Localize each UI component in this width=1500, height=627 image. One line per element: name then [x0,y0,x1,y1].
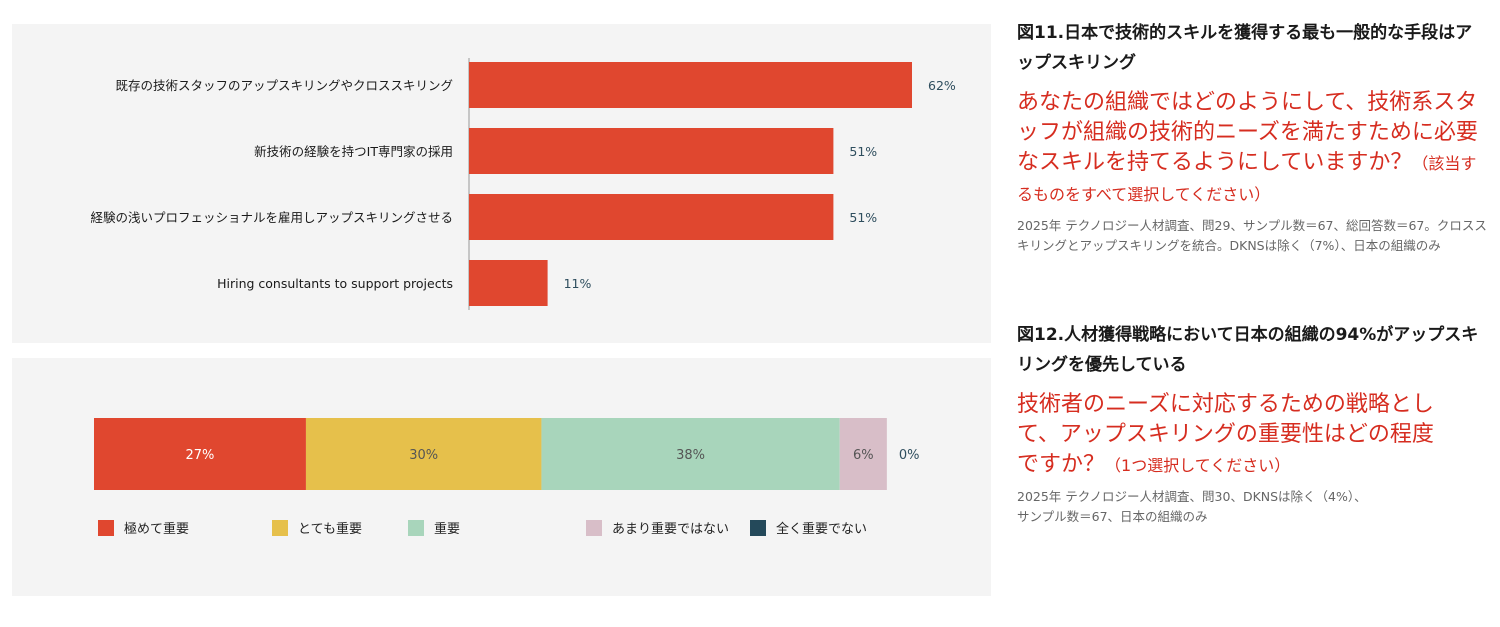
data-label: 27% [186,448,215,463]
data-label: 51% [849,144,877,159]
category-label: 新技術の経験を持つIT専門家の採用 [254,144,453,159]
bar-chart-skill-acquisition: 既存の技術スタッフのアップスキリングやクロススキリング 62% 新技術の経験を持つI… [90,58,956,310]
figure-11-title: 図11.日本で技術的スキルを獲得する最も一般的な手段はアップスキリング [1017,23,1473,73]
figure-11-question: あなたの組織ではどのようにして、技術系スタッフが組織の技術的ニーズを満たすために… [1017,88,1487,210]
bar [469,194,834,240]
legend-label: 全く重要でない [776,522,868,537]
figure-11-source-note: 2025年 テクノロジー人材調査、問29、サンプル数＝67、総回答数＝67。クロ… [1017,218,1487,253]
legend-label: 極めて重要 [124,522,190,537]
figure-11-question-text: あなたの組織ではどのようにして、技術系スタッフが組織の技術的ニーズを満たすために… [1017,90,1478,175]
legend-swatch [750,519,766,536]
stacked-segment [541,418,840,490]
chart-legend: 極めて重要 とても重要 重要 あまり重要ではない 全く重要でない [98,518,978,542]
legend-label: 重要 [434,522,461,537]
legend-swatch [586,519,602,536]
legend-item-very-important: 極めて重要 [98,518,189,537]
legend-item-quite-important: とても重要 [272,518,362,537]
figure-11-caption: 図11.日本で技術的スキルを獲得する最も一般的な手段はアップスキリング あなたの… [1017,18,1487,256]
legend-swatch [408,519,424,536]
stacked-segment [839,418,887,490]
legend-item-not-important-at-all: 全く重要でない [750,518,867,537]
category-label: 経験の浅いプロフェッショナルを雇用しアップスキリングさせる [90,210,453,225]
chart-panel-skill-acquisition: 既存の技術スタッフのアップスキリングやクロススキリング 62% 新技術の経験を持つI… [12,24,991,343]
bar [469,62,912,108]
figure-12-question-note: （1つ選択してください） [1105,456,1291,475]
category-label: 既存の技術スタッフのアップスキリングやクロススキリング [115,78,453,93]
data-label: 0% [899,448,920,463]
data-label: 38% [676,448,705,463]
stacked-bar-upskilling-importance: 27% 30% 38% 6% 0% [94,418,920,490]
legend-item-important: 重要 [408,518,460,537]
figure-11-question-note: （該当するものをすべて選択してください） [1017,154,1477,204]
data-label: 11% [564,276,592,291]
stacked-segment [94,418,306,490]
data-label: 62% [928,78,956,93]
category-label: Hiring consultants to support projects [217,276,453,291]
stacked-segment [305,418,542,490]
legend-label: あまり重要ではない [612,522,730,537]
chart-panel-upskilling-importance: 27% 30% 38% 6% 0% 極めて重要 とても重要 重要 あまり重要ではない 全… [12,358,991,596]
data-label: 51% [849,210,877,225]
figure-12-question: 技術者のニーズに対応するための戦略として、アップスキリングの重要性はどの程度です… [1017,390,1447,481]
legend-swatch [272,519,288,536]
data-label: 30% [409,448,438,463]
figure-12-caption: 図12.人材獲得戦略において日本の組織の94%がアップスキリングを優先している … [1017,320,1487,527]
legend-swatch [98,519,114,536]
bar [469,128,834,174]
figure-12-title: 図12.人材獲得戦略において日本の組織の94%がアップスキリングを優先している [1017,325,1479,375]
figure-12-question-text: 技術者のニーズに対応するための戦略として、アップスキリングの重要性はどの程度です… [1017,392,1434,477]
figure-12-source-note: 2025年 テクノロジー人材調査、問30、DKNSは除く（4%）、サンプル数＝6… [1017,489,1367,524]
bar [469,260,548,306]
data-label: 6% [853,448,874,463]
legend-label: とても重要 [298,522,362,537]
legend-item-not-very-important: あまり重要ではない [586,518,729,537]
